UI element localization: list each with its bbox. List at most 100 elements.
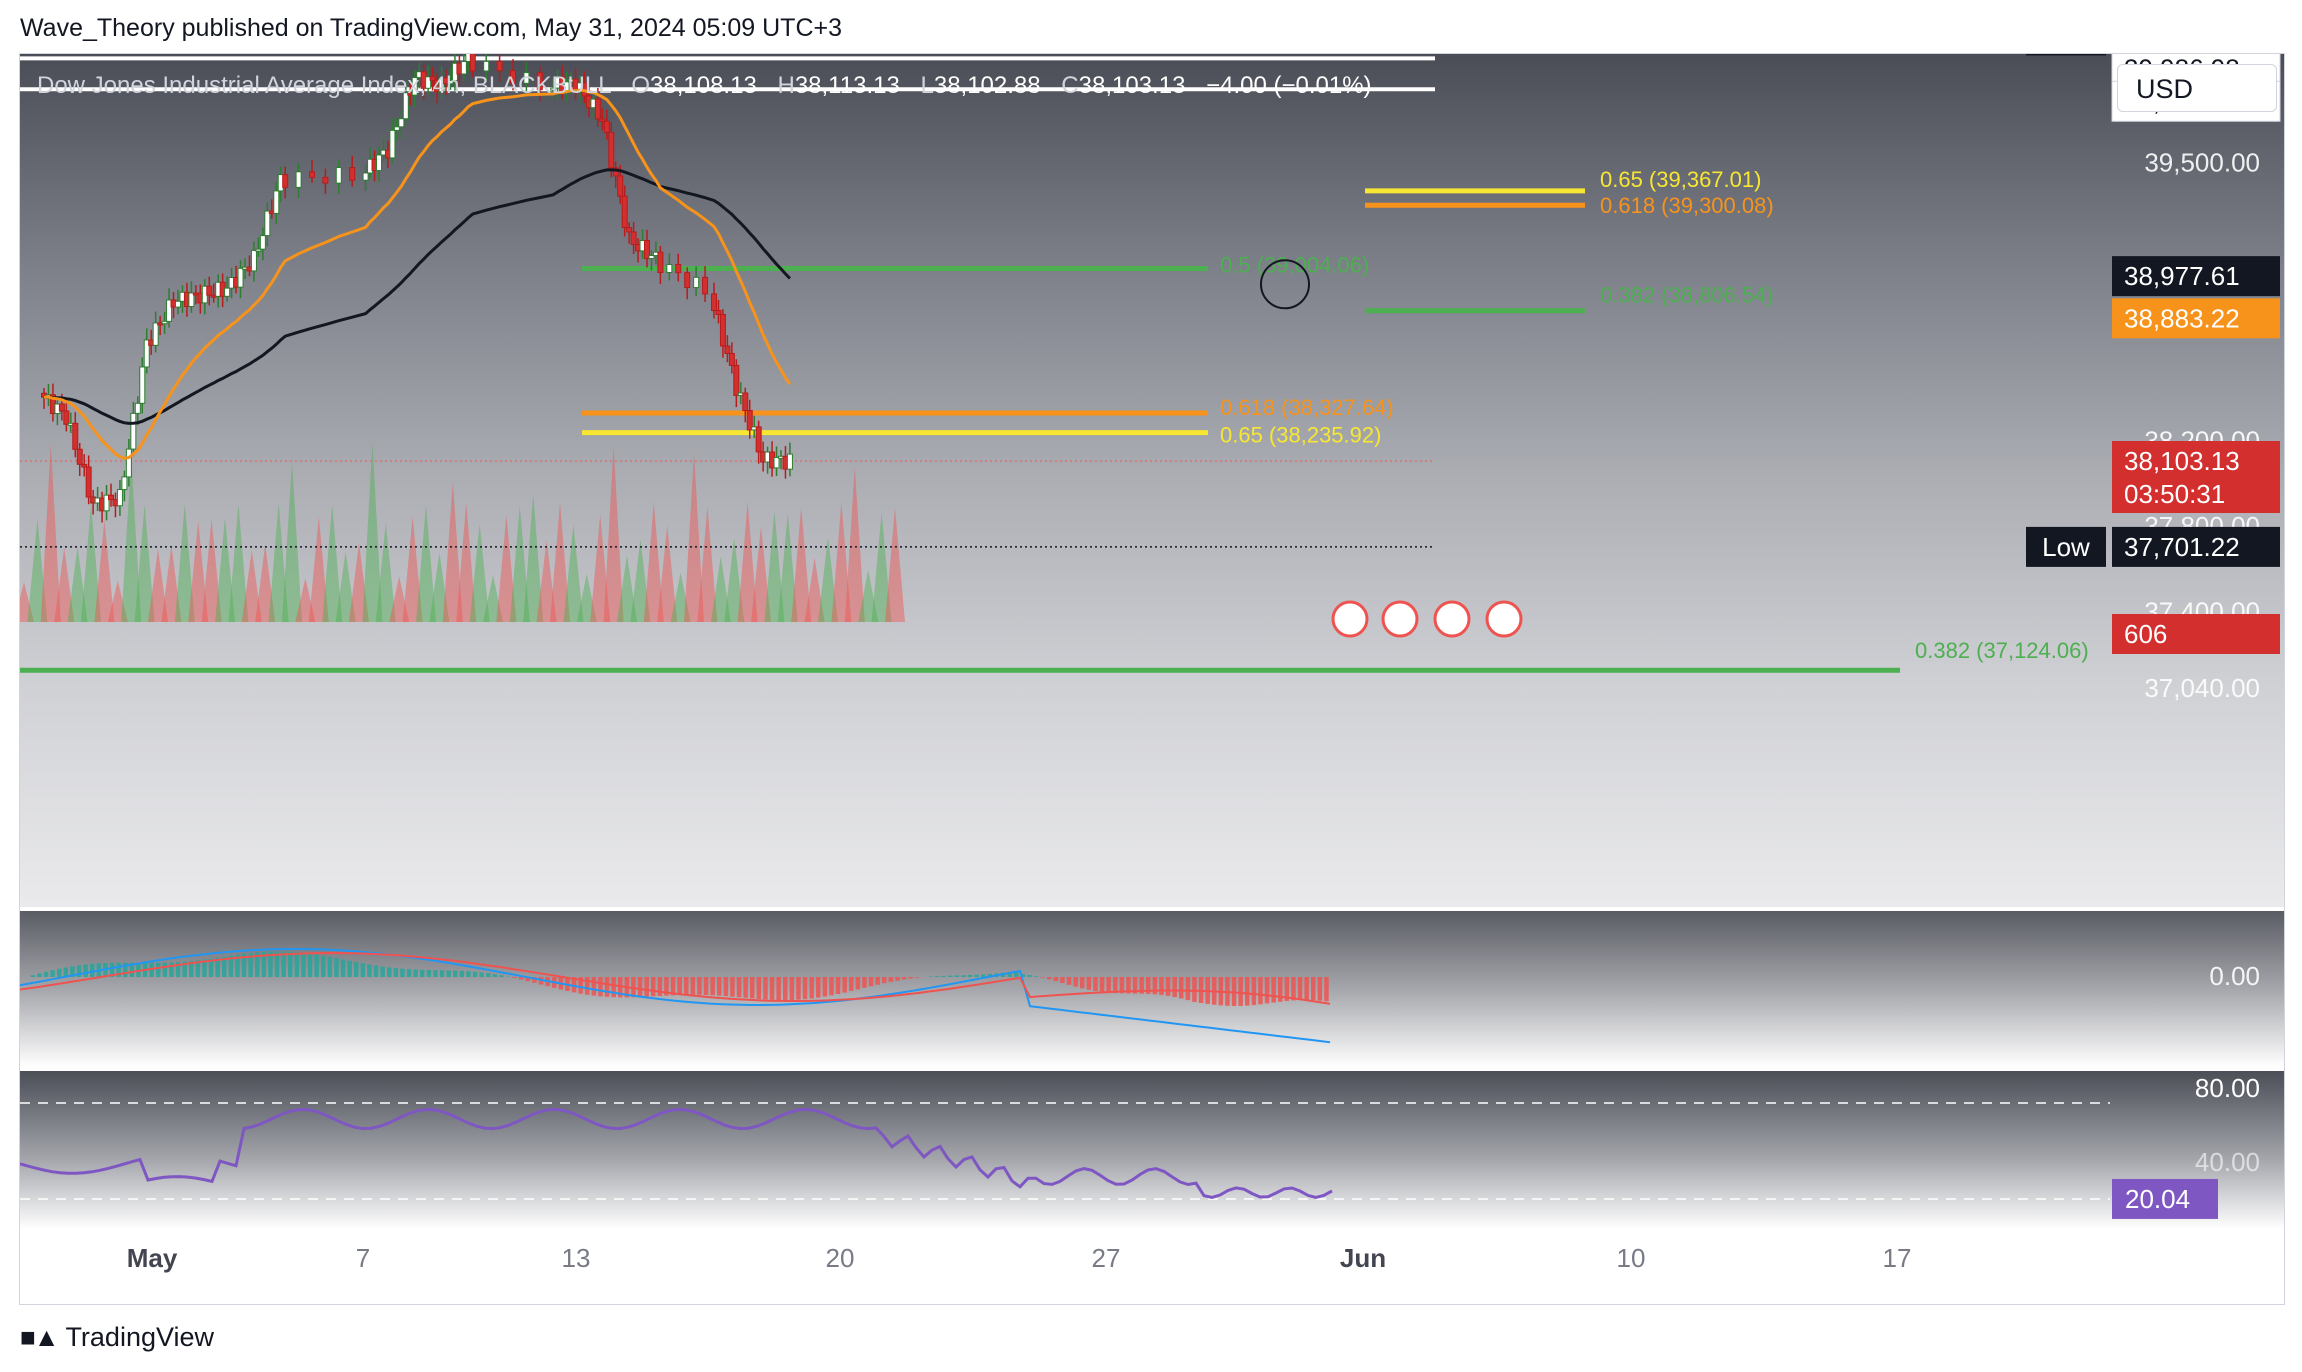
macd-histogram-bar [307, 953, 313, 977]
macd-histogram-bar [360, 963, 366, 977]
close-value: 38,103.13 [1078, 72, 1186, 99]
volume-bar [161, 545, 182, 622]
macd-histogram-bar [1264, 977, 1270, 1004]
fib-label: 0.618 (38,327.64) [1220, 395, 1394, 420]
price-chart[interactable]: 40,800.0040,400.0039,500.0038,200.0037,8… [20, 54, 2284, 907]
price-pane[interactable]: 40,800.0040,400.0039,500.0038,200.0037,8… [20, 54, 2284, 907]
macd-axis-tick: 0.00 [2209, 961, 2260, 991]
price-tag-box [2026, 54, 2106, 56]
ema-slow-line [43, 168, 791, 425]
currency-button[interactable]: USD [2117, 64, 2277, 112]
macd-histogram-bar [677, 977, 682, 996]
symbol-title: Dow Jones Industrial Average Index, 4h, … [37, 72, 611, 99]
macd-histogram-bar [842, 977, 847, 993]
macd-histogram-bar [479, 972, 484, 977]
macd-histogram-bar [406, 969, 412, 977]
candle-body [309, 171, 315, 178]
macd-histogram-bar [228, 955, 234, 977]
volume-bar [657, 525, 678, 622]
volume-bar [483, 575, 503, 622]
candle-body [130, 412, 137, 450]
macd-histogram-bar [261, 951, 267, 977]
macd-histogram-bar [301, 952, 306, 977]
macd-histogram-bar [809, 977, 814, 999]
fib-label: 0.618 (39,300.08) [1600, 193, 1774, 218]
candle-body [175, 300, 181, 308]
macd-histogram-bar [294, 952, 300, 977]
fib-label: 0.65 (38,235.92) [1220, 423, 1381, 448]
macd-histogram-bar [1284, 977, 1290, 1001]
macd-histogram-bar [1099, 977, 1105, 992]
candle-body [715, 310, 722, 316]
candle-body [166, 299, 173, 322]
candle-body [447, 79, 454, 85]
price-tag-box [2026, 526, 2106, 567]
macd-histogram-bar [433, 970, 438, 977]
candle-body [429, 76, 436, 81]
macd-histogram-bar [420, 969, 425, 977]
macd-histogram-bar [274, 951, 280, 977]
volume-bar [27, 519, 48, 622]
candle-body [496, 60, 503, 72]
time-axis-label: 17 [1883, 1243, 1912, 1273]
macd-histogram-bar [598, 977, 603, 997]
footer-brand[interactable]: ■▲ TradingView [20, 1322, 214, 1353]
candle-body [389, 129, 396, 159]
volume-bar [81, 503, 101, 622]
macd-chart[interactable]: 0.00 [20, 911, 2284, 1067]
candle-body [273, 190, 280, 214]
candle-body [411, 77, 418, 96]
volume-bar [201, 519, 222, 622]
macd-histogram-bar [347, 960, 352, 977]
volume-bar [134, 504, 155, 622]
macd-histogram-bar [783, 977, 788, 1001]
macd-histogram-bar [1027, 975, 1032, 977]
candle-body [460, 61, 467, 75]
macd-histogram-bar [519, 977, 524, 980]
volume-bar [215, 517, 235, 622]
macd-histogram-bar [1093, 977, 1098, 991]
fib-label: 0.5 (39,004.06) [1220, 252, 1369, 277]
pane-separator[interactable] [20, 907, 2284, 911]
macd-histogram-bar [1060, 977, 1065, 983]
macd-histogram-bar [334, 958, 339, 977]
macd-pane[interactable]: 0.00 [20, 911, 2284, 1067]
volume-bar [375, 522, 396, 622]
macd-histogram-bar [288, 951, 293, 977]
time-axis[interactable]: May 7 13 20 27 Jun 10 17 [20, 1229, 2284, 1304]
macd-histogram-bar [492, 974, 498, 977]
pane-separator[interactable] [20, 1067, 2284, 1071]
macd-histogram-bar [1007, 971, 1012, 977]
us-flag-icon [1331, 600, 1369, 638]
open-value: 38,108.13 [650, 72, 757, 99]
macd-histogram-bar [70, 966, 75, 977]
time-axis-label: 13 [562, 1243, 591, 1273]
publisher-line: Wave_Theory published on TradingView.com… [20, 14, 842, 42]
macd-histogram-bar [604, 977, 610, 997]
macd-histogram-bar [109, 962, 115, 977]
volume-bar [590, 514, 611, 622]
macd-histogram-bar [1040, 977, 1045, 978]
chart-frame[interactable]: 40,800.0040,400.0039,500.0038,200.0037,8… [19, 53, 2285, 1305]
price-label-value: 38,977.61 [2124, 261, 2240, 291]
macd-histogram-bar [571, 977, 577, 993]
candle-body [711, 293, 717, 312]
rsi-pane[interactable]: 80.00 40.00 20.04 [20, 1071, 2284, 1229]
macd-histogram-bar [1258, 977, 1263, 1005]
macd-histogram-bar [862, 977, 867, 988]
volume-bar [751, 526, 771, 622]
candle-body [393, 126, 400, 131]
macd-signal-line [20, 952, 1331, 1005]
macd-histogram-bar [248, 953, 253, 977]
volume-bar [295, 577, 316, 622]
candle-body [648, 255, 655, 260]
volume-bar [496, 515, 517, 622]
macd-histogram-bar [486, 973, 491, 977]
volume-bar [764, 511, 785, 622]
candle-body [237, 267, 244, 288]
macd-histogram-bar [882, 977, 887, 984]
macd-histogram-bar [1066, 977, 1072, 985]
candle-body [523, 72, 530, 84]
volume-bar [536, 540, 557, 622]
